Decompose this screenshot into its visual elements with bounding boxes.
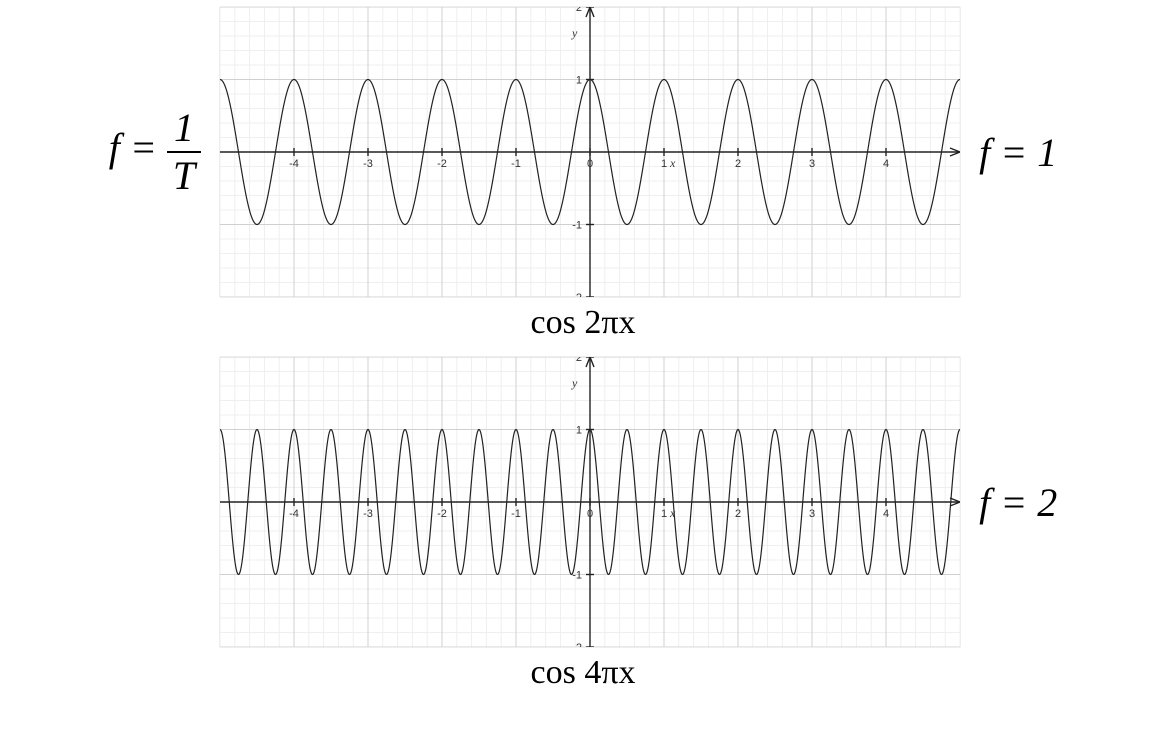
caption-a: cos 2πx: [0, 304, 1166, 342]
svg-text:4: 4: [883, 508, 889, 520]
caption-b: cos 4πx: [0, 654, 1166, 692]
svg-text:y: y: [571, 26, 578, 40]
freq-b-value: 2: [1037, 480, 1057, 525]
svg-text:2: 2: [735, 158, 741, 170]
row-chart-b: f = 1T -4-3-2-101234-2-112xy f = 2: [0, 356, 1166, 648]
svg-text:4: 4: [883, 158, 889, 170]
svg-text:-4: -4: [289, 508, 299, 520]
svg-text:-1: -1: [511, 508, 521, 520]
svg-text:-2: -2: [437, 508, 447, 520]
freq-label-a: f = 1: [961, 129, 1075, 176]
chart-b-svg: -4-3-2-101234-2-112xy: [220, 357, 960, 647]
chart-a: -4 -3 -2 -1 0 1 2 3 4 -2 -1 1 2 x y: [219, 6, 961, 298]
svg-text:1: 1: [576, 425, 582, 437]
chart-b: -4-3-2-101234-2-112xy: [219, 356, 961, 648]
svg-text:y: y: [571, 376, 578, 390]
svg-text:1: 1: [661, 158, 667, 170]
svg-text:0: 0: [587, 158, 593, 170]
svg-text:3: 3: [809, 508, 815, 520]
svg-text:2: 2: [576, 357, 582, 364]
svg-text:-2: -2: [437, 158, 447, 170]
svg-text:-3: -3: [363, 508, 373, 520]
svg-text:2: 2: [576, 7, 582, 14]
svg-text:-1: -1: [572, 220, 582, 232]
freq-a-value: 1: [1037, 130, 1057, 175]
freq-label-b: f = 2: [961, 479, 1075, 526]
formula-left: f = 1T: [91, 108, 219, 196]
svg-text:-1: -1: [511, 158, 521, 170]
svg-text:3: 3: [809, 158, 815, 170]
svg-text:x: x: [669, 156, 676, 170]
svg-text:1: 1: [661, 508, 667, 520]
svg-text:2: 2: [735, 508, 741, 520]
svg-text:1: 1: [576, 75, 582, 87]
chart-a-svg: -4 -3 -2 -1 0 1 2 3 4 -2 -1 1 2 x y: [220, 7, 960, 297]
svg-text:-3: -3: [363, 158, 373, 170]
svg-text:0: 0: [587, 508, 593, 520]
svg-text:-2: -2: [572, 642, 582, 647]
svg-text:-2: -2: [572, 292, 582, 297]
svg-text:-4: -4: [289, 158, 299, 170]
row-chart-a: f = 1T -4 -3 -2 -1 0 1 2 3 4 -2 -1 1 2 x y f = 1: [0, 0, 1166, 298]
